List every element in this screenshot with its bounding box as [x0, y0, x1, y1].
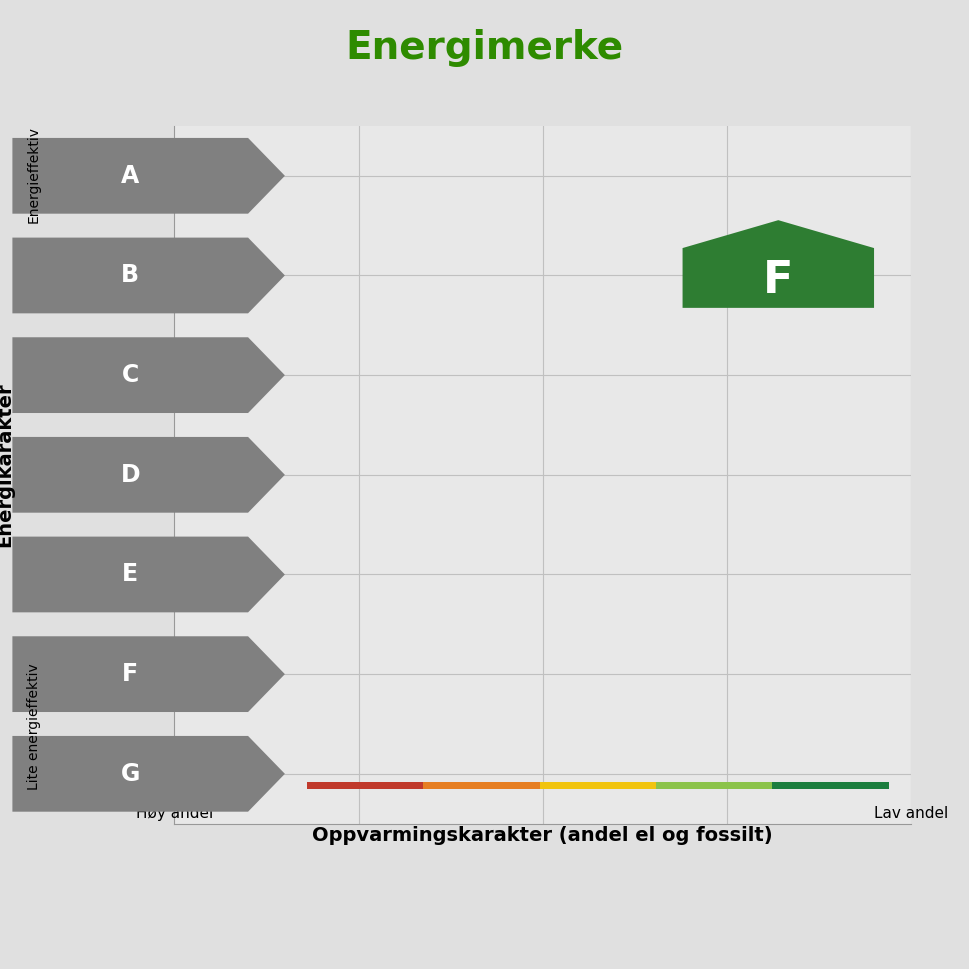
Text: F: F	[764, 259, 794, 302]
Text: Energieffektiv: Energieffektiv	[27, 126, 41, 223]
FancyBboxPatch shape	[656, 782, 772, 790]
Text: Energikarakter: Energikarakter	[0, 383, 15, 547]
FancyBboxPatch shape	[307, 782, 423, 790]
Text: Lite energieffektiv: Lite energieffektiv	[27, 664, 41, 790]
Text: D: D	[120, 463, 141, 486]
Text: B: B	[121, 264, 140, 288]
Text: C: C	[121, 363, 139, 388]
Polygon shape	[13, 735, 285, 812]
Polygon shape	[13, 337, 285, 413]
Text: Høy andel: Høy andel	[136, 805, 213, 821]
Text: Lav andel: Lav andel	[874, 805, 948, 821]
Polygon shape	[13, 138, 285, 214]
FancyBboxPatch shape	[540, 782, 656, 790]
FancyBboxPatch shape	[772, 782, 889, 790]
Text: Oppvarmingskarakter (andel el og fossilt): Oppvarmingskarakter (andel el og fossilt…	[312, 826, 773, 845]
FancyBboxPatch shape	[423, 782, 540, 790]
Polygon shape	[682, 220, 874, 308]
Polygon shape	[13, 437, 285, 513]
Polygon shape	[13, 537, 285, 612]
Text: E: E	[122, 562, 139, 586]
Text: A: A	[121, 164, 140, 188]
Polygon shape	[13, 637, 285, 712]
Text: G: G	[120, 762, 140, 786]
Text: Energimerke: Energimerke	[345, 29, 624, 68]
Polygon shape	[13, 237, 285, 313]
Text: F: F	[122, 662, 139, 686]
